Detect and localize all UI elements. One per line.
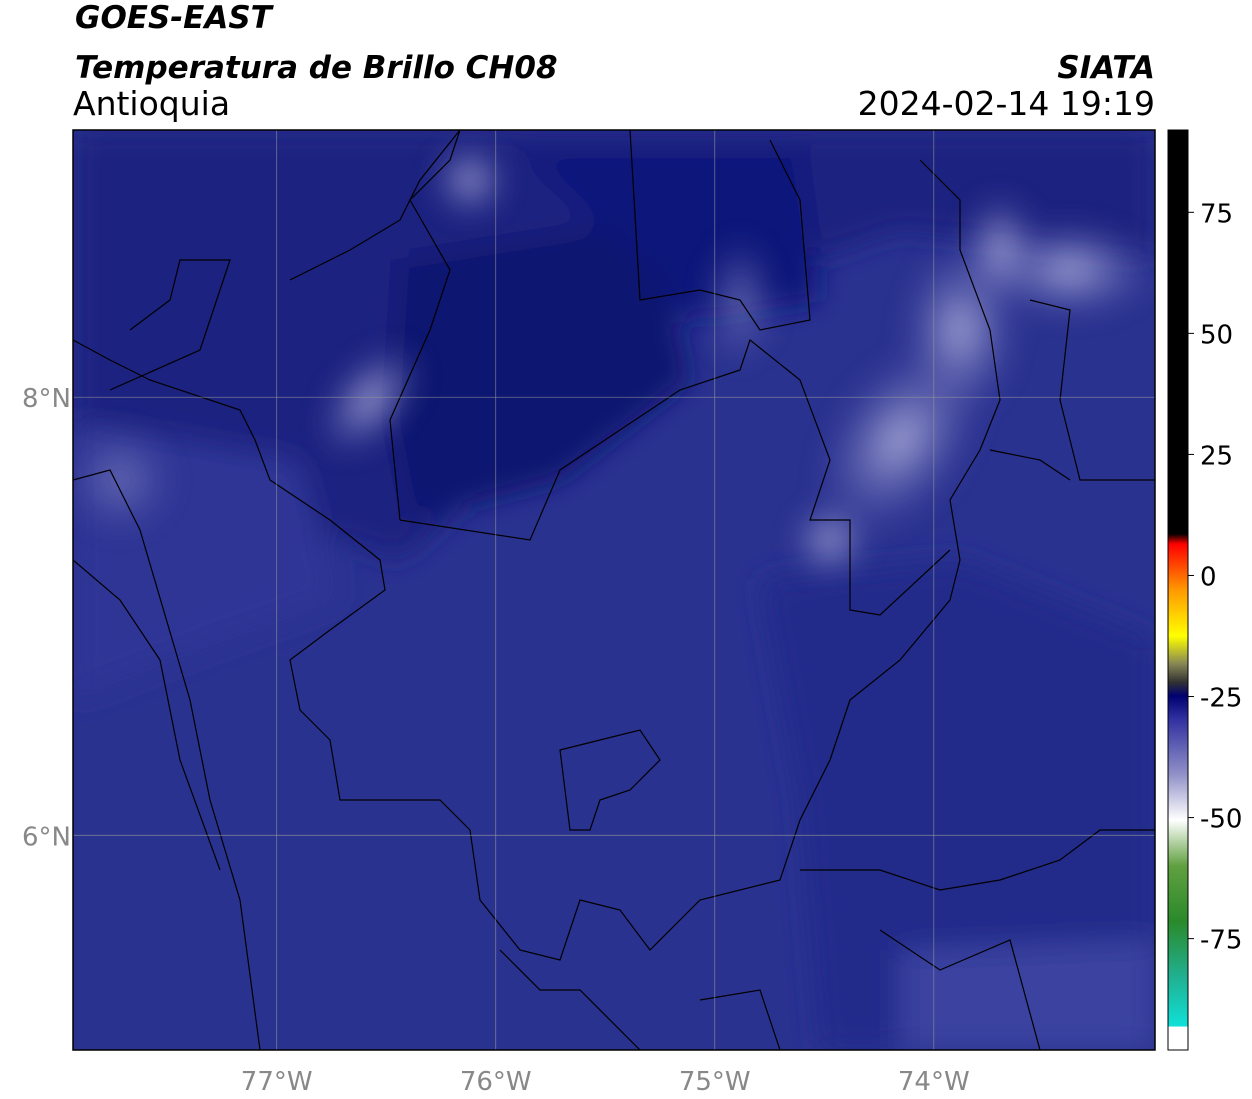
x-tick-label: 76°W (460, 1067, 532, 1097)
region: Antioquia (73, 84, 230, 123)
colorbar-tick-label: 25 (1200, 441, 1233, 471)
title: GOES-EAST (75, 0, 275, 36)
timestamp: 2024-02-14 19:19 (858, 84, 1155, 123)
map-frame (72, 129, 1156, 1051)
source: SIATA (1057, 50, 1155, 86)
colorbar-tick-label: -50 (1200, 805, 1242, 835)
y-tick-label: 6°N (22, 822, 71, 852)
colorbar-tick-label: 50 (1200, 320, 1233, 350)
y-tick-label: 8°N (22, 384, 71, 414)
graticule (73, 130, 1155, 1050)
colorbar-tick-label: -75 (1200, 926, 1242, 956)
x-tick-label: 74°W (898, 1067, 970, 1097)
subtitle: Temperatura de Brillo CH08 (75, 50, 558, 86)
colorbar-tick-label: -25 (1200, 684, 1242, 714)
x-tick-label: 77°W (241, 1067, 313, 1097)
colorbar-tick-label: 0 (1200, 562, 1217, 592)
x-tick-label: 75°W (679, 1067, 751, 1097)
map-image (73, 130, 1155, 1050)
colorbar-tick-label: 75 (1200, 199, 1233, 229)
colorbar (1167, 129, 1189, 1051)
